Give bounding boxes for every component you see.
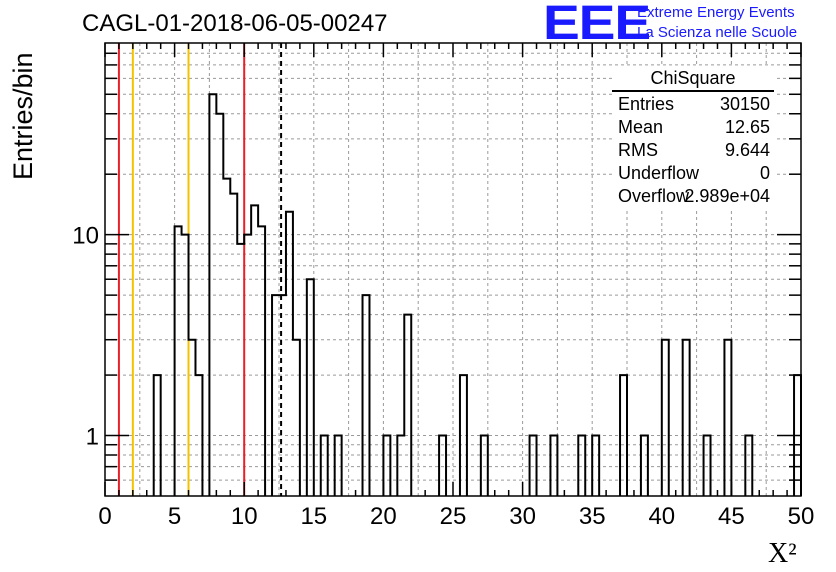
stats-value-rms: 9.644 <box>724 140 770 160</box>
histogram-outline <box>152 93 802 496</box>
stats-divider <box>612 90 774 92</box>
x-tick-label: 45 <box>718 503 745 530</box>
stats-label-overflow: Overflow <box>618 186 690 206</box>
x-tick-label: 15 <box>300 503 327 530</box>
stats-value-overflow: 2.989e+04 <box>684 186 770 206</box>
eee-logo: EEE <box>543 0 651 50</box>
chart-title: CAGL-01-2018-06-05-00247 <box>82 10 388 37</box>
stats-value-entries: 30150 <box>719 94 770 114</box>
stats-title: ChiSquare <box>650 68 736 88</box>
y-tick-label: 1 <box>86 424 99 451</box>
logo-line-2: La Scienza nelle Scuole <box>637 24 798 41</box>
axes: 0 5 10 15 20 25 30 35 40 45 50 1 10 <box>72 42 815 530</box>
logo-line-1: Extreme Energy Events <box>637 4 795 21</box>
x-tick-label: 20 <box>370 503 397 530</box>
stats-box: ChiSquare Entries 30150 Mean 12.65 RMS 9… <box>612 66 774 208</box>
x-tick-label: 10 <box>231 503 258 530</box>
y-axis-label: Entries/bin <box>8 52 38 180</box>
histogram-bars <box>152 93 802 496</box>
x-tick-label: 5 <box>168 503 181 530</box>
x-tick-label: 25 <box>440 503 467 530</box>
x-tick-label: 0 <box>98 503 111 530</box>
x-axis-label: X² <box>768 538 797 569</box>
stats-label-underflow: Underflow <box>618 163 700 183</box>
x-tick-label: 50 <box>788 503 815 530</box>
stats-label-rms: RMS <box>618 140 658 160</box>
x-tick-label: 35 <box>579 503 606 530</box>
stats-value-mean: 12.65 <box>724 117 770 137</box>
stats-label-mean: Mean <box>618 117 664 137</box>
y-tick-label: 10 <box>72 223 99 250</box>
stats-value-underflow: 0 <box>759 163 770 183</box>
stats-label-entries: Entries <box>618 94 675 114</box>
x-tick-label: 30 <box>509 503 536 530</box>
x-tick-label: 40 <box>648 503 675 530</box>
